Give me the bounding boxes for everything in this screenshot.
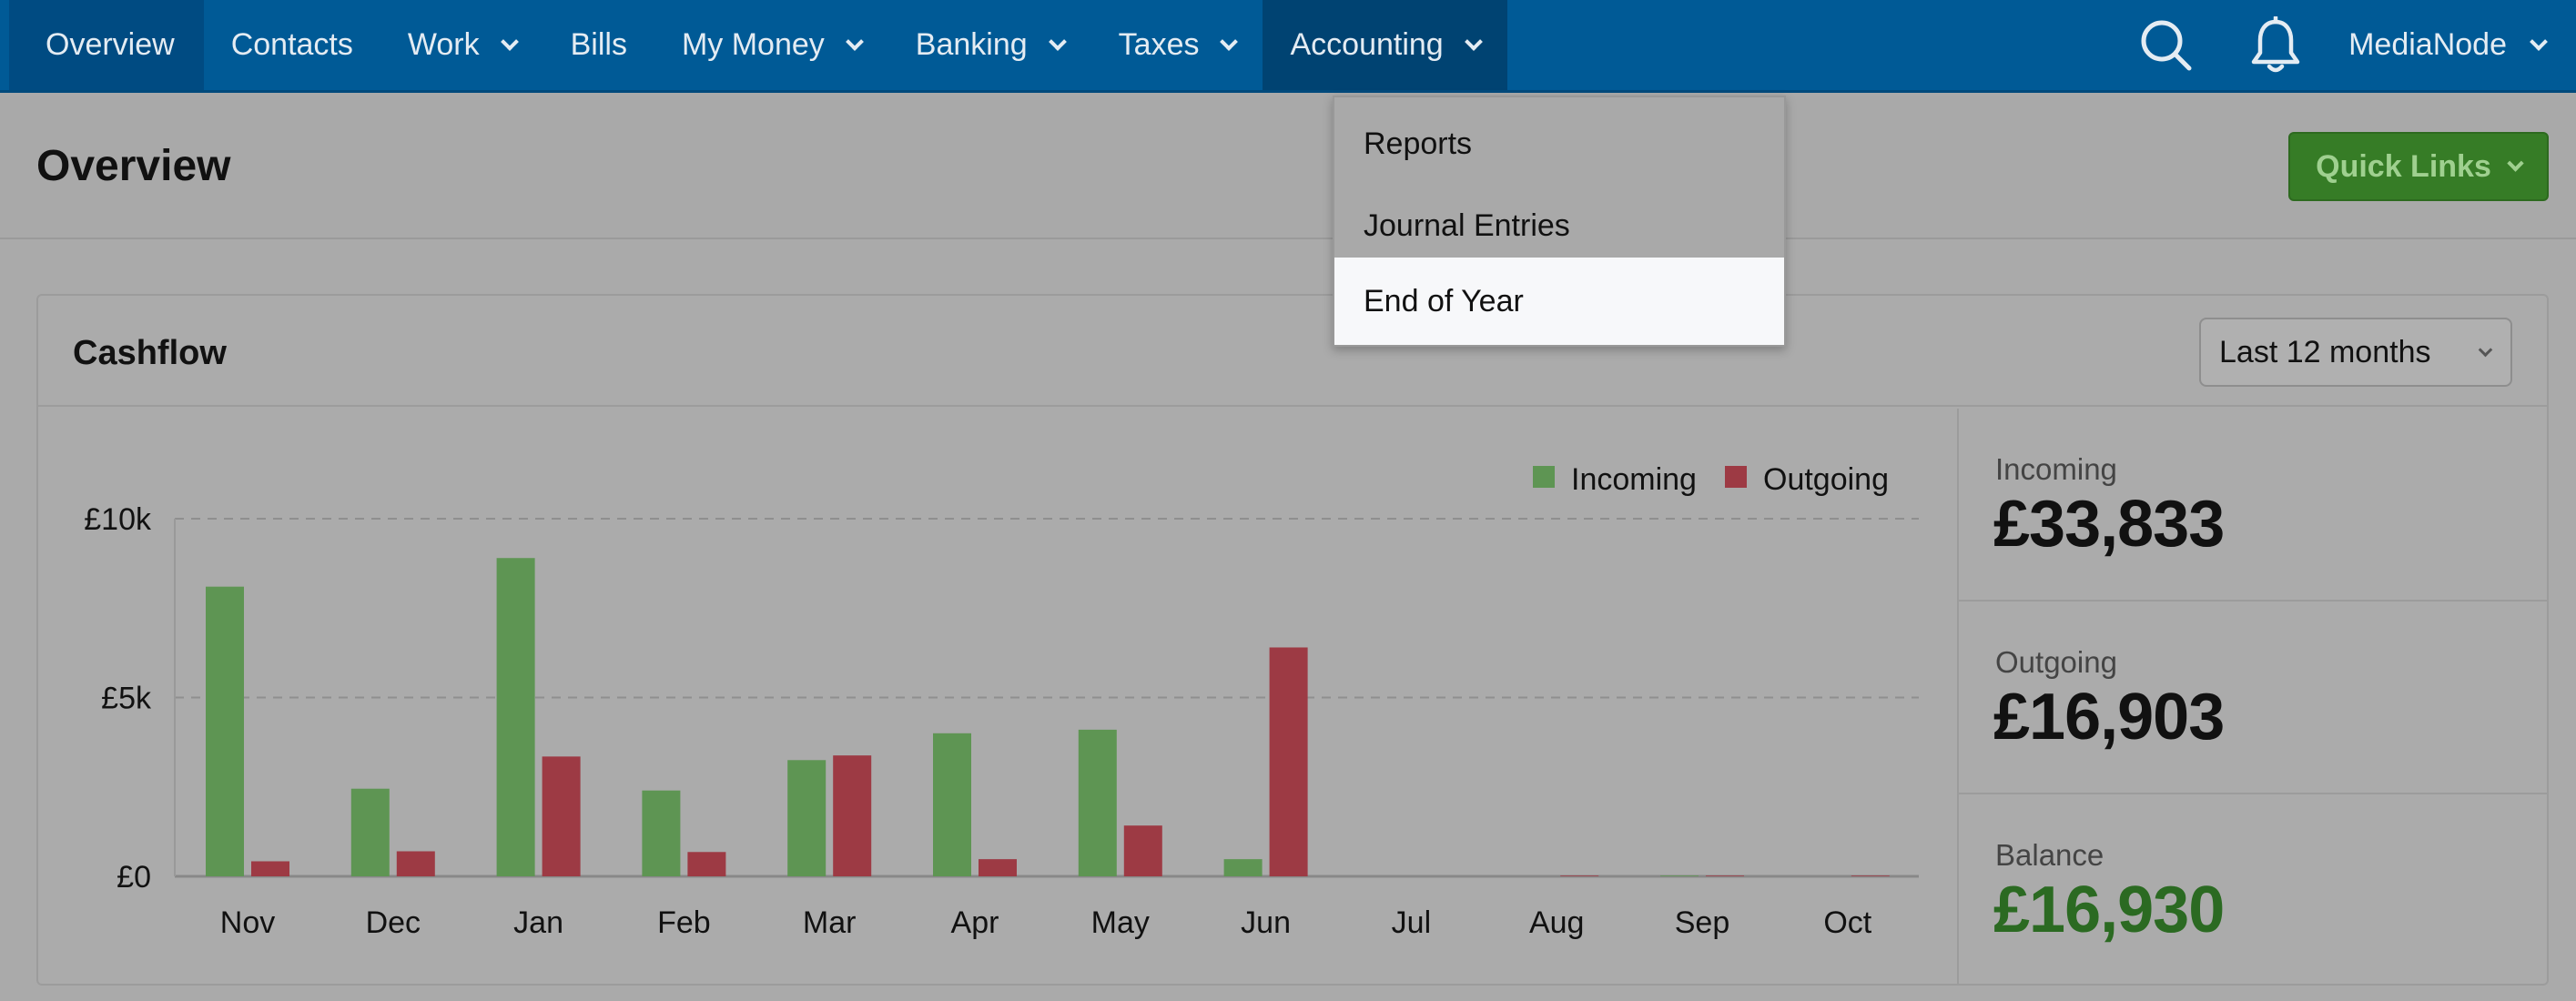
- x-tick-label: Oct: [1823, 905, 1871, 940]
- cashflow-chart-area: £0 £5k £10k Nov Dec Jan Feb Mar Apr May Jun Jul Aug S…: [38, 409, 1957, 986]
- x-tick-label: May: [1091, 905, 1150, 940]
- menu-item-reports[interactable]: Reports: [1334, 104, 1784, 184]
- incoming-bar-dec: [350, 788, 390, 876]
- stat-outgoing: Outgoing £16,903: [1959, 602, 2549, 794]
- stat-balance-label: Balance: [1995, 838, 2104, 872]
- range-select-value: Last 12 months: [2219, 334, 2431, 369]
- x-tick-label: Dec: [366, 905, 421, 940]
- nav-taxes-label: Taxes: [1118, 27, 1200, 62]
- stat-outgoing-value: £16,903: [1993, 681, 2225, 753]
- x-tick-label: Feb: [657, 905, 711, 940]
- menu-item-journal-entries-label: Journal Entries: [1364, 207, 1570, 243]
- y-tick-label: £0: [117, 860, 151, 895]
- x-tick-label: Jul: [1392, 905, 1431, 940]
- menu-item-reports-label: Reports: [1364, 126, 1473, 161]
- cashflow-chart: £0 £5k £10k Nov Dec Jan Feb Mar Apr May Jun Jul Aug S…: [84, 462, 1919, 940]
- stat-incoming-label: Incoming: [1995, 452, 2117, 486]
- nav-work[interactable]: Work: [380, 0, 543, 90]
- incoming-bar-apr: [933, 733, 971, 876]
- cashflow-stats: Incoming £33,833 Outgoing £16,903 Balanc…: [1957, 409, 2549, 986]
- incoming-bar-nov: [206, 586, 244, 876]
- outgoing-bar-may: [1123, 825, 1162, 876]
- y-tick-label: £5k: [101, 682, 152, 716]
- menu-item-end-of-year[interactable]: End of Year: [1334, 258, 1784, 345]
- chevron-down-icon: [845, 32, 864, 51]
- incoming-bar-jan: [496, 558, 535, 876]
- user-menu[interactable]: MediaNode: [2330, 27, 2576, 63]
- bell-icon: [2251, 15, 2300, 72]
- nav-work-label: Work: [407, 27, 480, 62]
- outgoing-bar-jun: [1269, 647, 1308, 876]
- nav-contacts-label: Contacts: [230, 27, 353, 62]
- x-tick-label: Mar: [803, 905, 857, 940]
- legend-label-outgoing: Outgoing: [1763, 462, 1889, 497]
- nav-contacts[interactable]: Contacts: [204, 0, 380, 90]
- notifications-button[interactable]: [2221, 0, 2330, 90]
- stat-incoming-value: £33,833: [1993, 488, 2225, 561]
- nav-taxes[interactable]: Taxes: [1091, 0, 1263, 90]
- quick-links-button[interactable]: Quick Links: [2288, 132, 2549, 201]
- chevron-down-icon: [1048, 32, 1067, 51]
- page-title: Overview: [36, 142, 231, 190]
- x-tick-label: Nov: [220, 905, 275, 940]
- user-name: MediaNode: [2348, 27, 2507, 62]
- stat-balance: Balance £16,930: [1959, 794, 2549, 987]
- nav-bills[interactable]: Bills: [543, 0, 654, 90]
- nav-overview[interactable]: Overview: [9, 0, 204, 90]
- cashflow-card-header: Cashflow Last 12 months: [38, 296, 2547, 407]
- page-header: Overview Quick Links: [0, 96, 2576, 239]
- outgoing-bar-oct: [1851, 875, 1890, 876]
- legend-swatch-incoming: [1533, 466, 1555, 488]
- nav-accounting-label: Accounting: [1290, 27, 1444, 62]
- x-tick-label: Jan: [513, 905, 563, 940]
- top-nav: Overview Contacts Work Bills My Money Ba…: [0, 0, 2576, 93]
- nav-banking[interactable]: Banking: [888, 0, 1091, 90]
- chevron-down-icon: [1464, 32, 1483, 51]
- x-tick-label: Aug: [1529, 905, 1585, 940]
- incoming-bar-may: [1078, 729, 1117, 876]
- stat-incoming: Incoming £33,833: [1959, 409, 2549, 602]
- outgoing-bar-sep: [1706, 875, 1744, 876]
- range-select[interactable]: Last 12 months: [2199, 318, 2512, 387]
- nav-my-money-label: My Money: [681, 27, 825, 62]
- search-icon: [2141, 20, 2192, 70]
- cashflow-title: Cashflow: [73, 334, 227, 372]
- incoming-bar-feb: [642, 790, 681, 876]
- nav-banking-label: Banking: [915, 27, 1028, 62]
- stat-balance-value: £16,930: [1993, 874, 2225, 946]
- outgoing-bar-dec: [396, 851, 435, 876]
- x-tick-label: Apr: [951, 905, 999, 940]
- nav-right: MediaNode: [2112, 0, 2576, 90]
- search-button[interactable]: [2112, 0, 2221, 90]
- outgoing-bar-jan: [542, 756, 581, 876]
- accounting-dropdown: Reports Journal Entries End of Year: [1333, 96, 1786, 347]
- stat-outgoing-label: Outgoing: [1995, 645, 2117, 679]
- nav-bills-label: Bills: [570, 27, 627, 62]
- nav-accounting[interactable]: Accounting: [1263, 0, 1507, 90]
- legend-label-incoming: Incoming: [1571, 462, 1697, 497]
- menu-item-end-of-year-label: End of Year: [1364, 283, 1524, 318]
- outgoing-bar-apr: [979, 859, 1017, 876]
- outgoing-bar-aug: [1560, 875, 1599, 876]
- menu-item-journal-entries[interactable]: Journal Entries: [1334, 186, 1784, 266]
- chevron-down-icon: [500, 32, 519, 51]
- chevron-down-icon: [2478, 342, 2493, 358]
- y-tick-label: £10k: [84, 502, 152, 537]
- quick-links-label: Quick Links: [2316, 148, 2491, 184]
- legend-swatch-outgoing: [1725, 466, 1747, 488]
- incoming-bar-mar: [787, 760, 827, 876]
- incoming-bar-jun: [1223, 859, 1263, 876]
- chevron-down-icon: [1220, 32, 1239, 51]
- nav-overview-label: Overview: [46, 27, 175, 62]
- chevron-down-icon: [2507, 154, 2524, 172]
- cashflow-card: Cashflow Last 12 months £0 £5k £10k Nov Dec J…: [36, 294, 2549, 986]
- x-tick-label: Jun: [1241, 905, 1291, 940]
- outgoing-bar-nov: [251, 861, 289, 876]
- nav-my-money[interactable]: My Money: [654, 0, 888, 90]
- chevron-down-icon: [2530, 32, 2548, 51]
- outgoing-bar-feb: [687, 852, 726, 876]
- outgoing-bar-mar: [833, 755, 872, 876]
- x-tick-label: Sep: [1675, 905, 1730, 940]
- incoming-bar-sep: [1660, 875, 1699, 876]
